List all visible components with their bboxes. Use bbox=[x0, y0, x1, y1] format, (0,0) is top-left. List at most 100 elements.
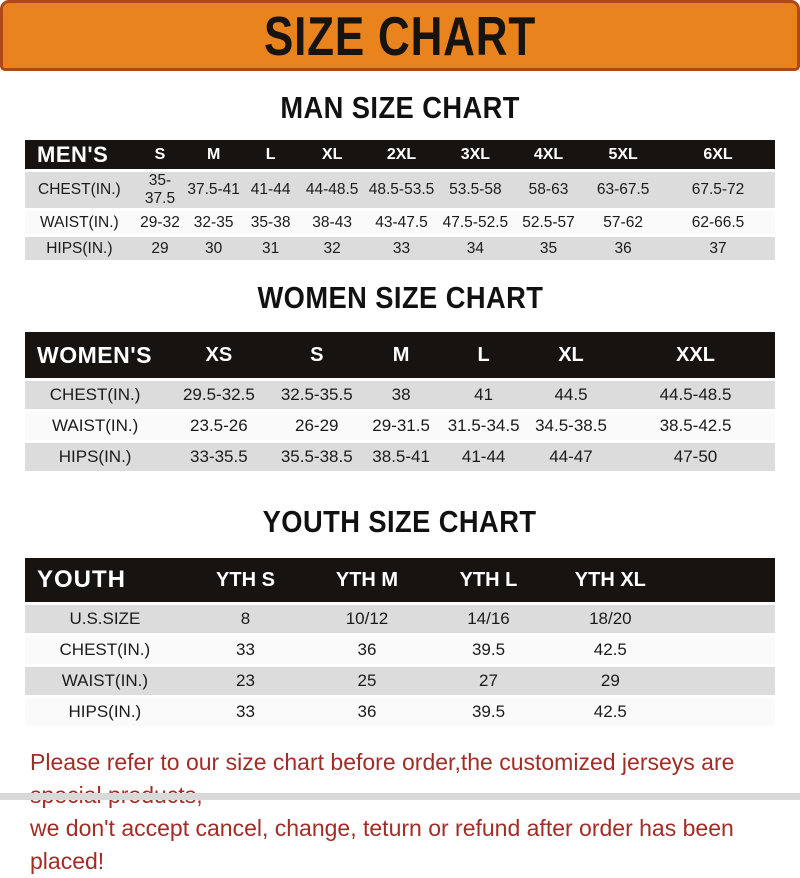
size-column-header: 5XL bbox=[585, 140, 661, 169]
size-value-cell: 36 bbox=[306, 698, 428, 726]
size-value-cell: 67.5-72 bbox=[661, 172, 775, 208]
size-value-cell: 35-37.5 bbox=[133, 172, 187, 208]
size-column-header: XXL bbox=[616, 332, 775, 378]
row-label: HIPS(IN.) bbox=[25, 237, 134, 260]
size-value-cell: 32-35 bbox=[186, 211, 241, 234]
size-column-header: M bbox=[361, 332, 442, 378]
size-value-cell bbox=[671, 667, 775, 695]
size-value-cell: 37 bbox=[661, 237, 775, 260]
size-value-cell: 52.5-57 bbox=[511, 211, 586, 234]
size-value-cell: 44-48.5 bbox=[300, 172, 364, 208]
women-size-table: WOMEN'S XS S M L XL XXL CHEST(IN.) 29.5-32.5 32.5… bbox=[25, 329, 775, 474]
size-value-cell: 38-43 bbox=[300, 211, 364, 234]
size-value-cell: 47-50 bbox=[616, 443, 775, 471]
footer-note-line1: Please refer to our size chart before or… bbox=[30, 749, 735, 808]
youth-size-table: YOUTH YTH S YTH M YTH L YTH XL U.S.SIZE 8 10/12… bbox=[25, 555, 775, 729]
size-column-header: XL bbox=[526, 332, 616, 378]
size-value-cell: 39.5 bbox=[427, 636, 550, 664]
measurement-row: HIPS(IN.) 33-35.5 35.5-38.5 38.5-41 41-44 44-… bbox=[25, 443, 775, 471]
size-value-cell: 26-29 bbox=[272, 412, 361, 440]
size-value-cell: 41-44 bbox=[241, 172, 301, 208]
size-value-cell: 36 bbox=[306, 636, 428, 664]
size-value-cell: 42.5 bbox=[549, 698, 672, 726]
size-value-cell: 31.5-34.5 bbox=[441, 412, 526, 440]
size-column-header: 4XL bbox=[511, 140, 586, 169]
measurement-row: U.S.SIZE 8 10/12 14/16 18/20 bbox=[25, 605, 775, 633]
footer-note: Please refer to our size chart before or… bbox=[30, 746, 790, 878]
size-value-cell: 33 bbox=[184, 698, 307, 726]
size-value-cell: 37.5-41 bbox=[186, 172, 241, 208]
size-value-cell: 14/16 bbox=[427, 605, 550, 633]
size-column-header: S bbox=[133, 140, 187, 169]
size-value-cell: 23 bbox=[184, 667, 307, 695]
size-column-header: 6XL bbox=[661, 140, 775, 169]
row-label: WAIST(IN.) bbox=[25, 412, 166, 440]
size-value-cell: 29.5-32.5 bbox=[165, 381, 273, 409]
size-value-cell: 33 bbox=[364, 237, 439, 260]
size-value-cell: 34 bbox=[439, 237, 512, 260]
men-size-table: MEN'S S M L XL 2XL 3XL 4XL 5XL 6XL CHEST(IN.) 35-37… bbox=[25, 137, 775, 263]
size-column-header: XL bbox=[300, 140, 364, 169]
women-section-heading-text: WOMEN SIZE CHART bbox=[257, 280, 543, 315]
size-value-cell: 63-67.5 bbox=[585, 172, 661, 208]
size-value-cell: 38 bbox=[361, 381, 442, 409]
size-value-cell: 58-63 bbox=[511, 172, 586, 208]
size-value-cell: 31 bbox=[241, 237, 301, 260]
measurement-row: CHEST(IN.) 29.5-32.5 32.5-35.5 38 41 44.5 44.5… bbox=[25, 381, 775, 409]
row-label: CHEST(IN.) bbox=[25, 636, 185, 664]
size-value-cell: 10/12 bbox=[306, 605, 428, 633]
measurement-row: WAIST(IN.) 23.5-26 26-29 29-31.5 31.5-34.5 34… bbox=[25, 412, 775, 440]
size-value-cell: 34.5-38.5 bbox=[526, 412, 616, 440]
size-value-cell: 44-47 bbox=[526, 443, 616, 471]
row-label: HIPS(IN.) bbox=[25, 443, 166, 471]
size-column-header: L bbox=[241, 140, 301, 169]
row-label: WAIST(IN.) bbox=[25, 667, 185, 695]
size-chart-banner: SIZE CHART bbox=[0, 0, 800, 71]
row-label: CHEST(IN.) bbox=[25, 381, 166, 409]
size-header-row: MEN'S S M L XL 2XL 3XL 4XL 5XL 6XL bbox=[25, 140, 775, 169]
measurement-row: WAIST(IN.) 29-32 32-35 35-38 38-43 43-47.5 47.… bbox=[25, 211, 775, 234]
row-label: U.S.SIZE bbox=[25, 605, 185, 633]
size-column-header: XS bbox=[165, 332, 273, 378]
measurement-row: HIPS(IN.) 29 30 31 32 33 34 35 36 37 bbox=[25, 237, 775, 260]
row-label: WAIST(IN.) bbox=[25, 211, 134, 234]
size-column-header: S bbox=[272, 332, 361, 378]
size-value-cell: 30 bbox=[186, 237, 241, 260]
measurement-row: CHEST(IN.) 33 36 39.5 42.5 bbox=[25, 636, 775, 664]
size-value-cell: 48.5-53.5 bbox=[364, 172, 439, 208]
size-value-cell: 33-35.5 bbox=[165, 443, 273, 471]
size-column-header: YTH M bbox=[306, 558, 428, 602]
size-value-cell: 53.5-58 bbox=[439, 172, 512, 208]
size-value-cell: 23.5-26 bbox=[165, 412, 273, 440]
size-column-header: YTH XL bbox=[549, 558, 672, 602]
size-value-cell: 32 bbox=[300, 237, 364, 260]
size-column-header: 2XL bbox=[364, 140, 439, 169]
youth-section-heading: YOUTH SIZE CHART bbox=[0, 504, 800, 540]
size-value-cell: 29-32 bbox=[133, 211, 187, 234]
footer-note-line2: we don't accept cancel, change, teturn o… bbox=[30, 815, 734, 874]
size-value-cell: 35-38 bbox=[241, 211, 301, 234]
table-title-cell: YOUTH bbox=[25, 558, 185, 602]
size-value-cell: 38.5-41 bbox=[361, 443, 442, 471]
bottom-strip bbox=[0, 793, 800, 800]
size-header-row: YOUTH YTH S YTH M YTH L YTH XL bbox=[25, 558, 775, 602]
size-column-header: L bbox=[441, 332, 526, 378]
size-column-header: M bbox=[186, 140, 241, 169]
table-title-cell: WOMEN'S bbox=[25, 332, 166, 378]
women-section-heading: WOMEN SIZE CHART bbox=[0, 280, 800, 316]
banner-title: SIZE CHART bbox=[264, 4, 536, 67]
measurement-row: WAIST(IN.) 23 25 27 29 bbox=[25, 667, 775, 695]
size-value-cell: 57-62 bbox=[585, 211, 661, 234]
size-value-cell: 33 bbox=[184, 636, 307, 664]
row-label: CHEST(IN.) bbox=[25, 172, 134, 208]
size-value-cell: 39.5 bbox=[427, 698, 550, 726]
size-value-cell bbox=[671, 605, 775, 633]
size-header-row: WOMEN'S XS S M L XL XXL bbox=[25, 332, 775, 378]
size-column-header bbox=[671, 558, 775, 602]
size-value-cell: 41-44 bbox=[441, 443, 526, 471]
size-value-cell: 18/20 bbox=[549, 605, 672, 633]
size-column-header: 3XL bbox=[439, 140, 512, 169]
size-value-cell: 41 bbox=[441, 381, 526, 409]
size-value-cell: 42.5 bbox=[549, 636, 672, 664]
size-value-cell: 44.5 bbox=[526, 381, 616, 409]
